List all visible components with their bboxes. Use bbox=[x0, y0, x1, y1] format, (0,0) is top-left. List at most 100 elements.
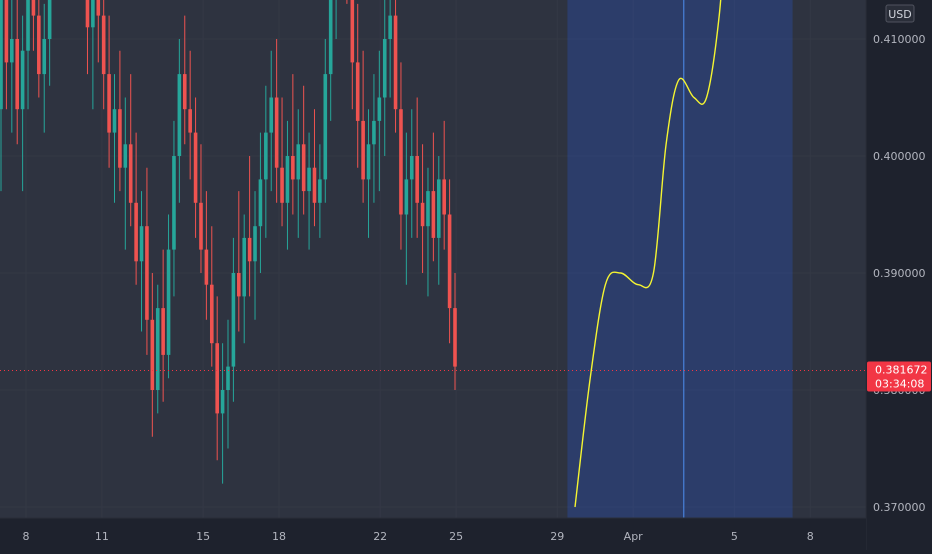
candle-body bbox=[145, 226, 149, 320]
candle-body bbox=[139, 226, 144, 262]
projection-curve[interactable] bbox=[574, 0, 780, 508]
candle-body bbox=[226, 366, 230, 390]
price-tick-label: 0.400000 bbox=[873, 150, 926, 163]
candle-body bbox=[366, 144, 371, 180]
measure-box[interactable] bbox=[567, 0, 793, 519]
candle-body bbox=[26, 0, 30, 51]
candle-body bbox=[215, 343, 219, 414]
candle-body bbox=[47, 0, 52, 39]
price-tick-label: 0.410000 bbox=[873, 33, 926, 46]
time-axis[interactable] bbox=[0, 518, 866, 550]
candle-body bbox=[15, 39, 20, 110]
candle-body bbox=[220, 390, 225, 414]
candle-body bbox=[112, 109, 117, 133]
time-tick-label: Apr bbox=[624, 530, 644, 543]
candle-body bbox=[247, 237, 252, 262]
price-tick-label: 0.370000 bbox=[873, 501, 926, 514]
time-tick-label: 29 bbox=[550, 530, 564, 543]
candle-body bbox=[264, 132, 268, 180]
candle-body bbox=[231, 273, 236, 367]
candle-body bbox=[404, 179, 409, 215]
current-price-label: 0.381672 bbox=[875, 363, 928, 376]
candle-body bbox=[42, 39, 47, 75]
candle-body bbox=[323, 74, 328, 180]
candle-body bbox=[447, 214, 452, 309]
time-tick-label: 15 bbox=[196, 530, 210, 543]
candle-body bbox=[393, 15, 398, 110]
currency-badge[interactable] bbox=[885, 4, 915, 23]
candle-body bbox=[172, 156, 176, 250]
candle-body bbox=[177, 74, 182, 156]
candle-body bbox=[134, 202, 138, 262]
price-tick-label: 0.390000 bbox=[873, 267, 926, 280]
candle-body bbox=[377, 97, 382, 121]
candle-body bbox=[361, 120, 365, 180]
candle-body bbox=[128, 144, 133, 203]
candle-body bbox=[291, 156, 295, 180]
candle-body bbox=[188, 109, 192, 133]
candle-body bbox=[155, 308, 160, 390]
candle-body bbox=[431, 191, 436, 238]
currency-label: USD bbox=[888, 8, 912, 21]
candle-body bbox=[426, 191, 430, 227]
candle-body bbox=[10, 39, 14, 63]
candle-body bbox=[4, 0, 9, 63]
time-tick-label: 25 bbox=[449, 530, 463, 543]
candle-body bbox=[301, 144, 306, 192]
candle-body bbox=[409, 156, 414, 180]
candle-body bbox=[182, 74, 187, 110]
bar-countdown-label: 03:34:08 bbox=[875, 377, 924, 390]
candle-body bbox=[166, 249, 171, 355]
candle-body bbox=[85, 0, 90, 28]
candle-body bbox=[101, 15, 106, 75]
current-price-tag bbox=[867, 361, 931, 392]
time-tick-label: 8 bbox=[23, 530, 30, 543]
candle-body bbox=[296, 144, 301, 180]
candle-body bbox=[355, 62, 360, 121]
candle-body bbox=[328, 0, 333, 75]
candle-body bbox=[285, 156, 290, 203]
candle-body bbox=[350, 0, 355, 63]
candle-body bbox=[37, 15, 41, 75]
candle-body bbox=[118, 109, 122, 168]
candle-body bbox=[20, 50, 25, 110]
candle-body bbox=[280, 167, 284, 203]
candle-body bbox=[318, 179, 322, 203]
candle-body bbox=[31, 0, 36, 16]
time-tick-label: 11 bbox=[95, 530, 109, 543]
candle-body bbox=[150, 319, 155, 390]
candle-body bbox=[399, 109, 403, 215]
candle-body bbox=[269, 97, 274, 133]
candle-body bbox=[442, 179, 446, 215]
candle-body bbox=[91, 0, 95, 28]
candle-body bbox=[372, 120, 376, 145]
candle-body bbox=[204, 249, 209, 285]
price-axis[interactable] bbox=[866, 0, 932, 550]
candle-body bbox=[274, 97, 279, 168]
time-tick-label: 8 bbox=[807, 530, 814, 543]
candle-body bbox=[436, 179, 441, 238]
candle-body bbox=[453, 308, 457, 367]
candle-body bbox=[388, 15, 392, 39]
candle-body bbox=[253, 226, 257, 262]
candle-body bbox=[237, 273, 241, 297]
candle-body bbox=[242, 237, 247, 297]
candle-body bbox=[312, 167, 317, 203]
time-tick-label: 5 bbox=[731, 530, 738, 543]
candle-body bbox=[96, 0, 101, 16]
candle-body bbox=[420, 202, 425, 227]
candle-body bbox=[382, 39, 387, 98]
candle-body bbox=[307, 167, 311, 192]
candle-body bbox=[209, 284, 214, 344]
candle-body bbox=[161, 308, 165, 355]
candle-body bbox=[258, 179, 263, 227]
time-tick-label: 18 bbox=[272, 530, 286, 543]
candle-body bbox=[199, 202, 203, 250]
candle-body bbox=[0, 0, 3, 110]
candle-body bbox=[123, 144, 128, 168]
candle-body bbox=[193, 132, 198, 203]
candle-body bbox=[415, 156, 419, 203]
time-tick-label: 22 bbox=[373, 530, 387, 543]
